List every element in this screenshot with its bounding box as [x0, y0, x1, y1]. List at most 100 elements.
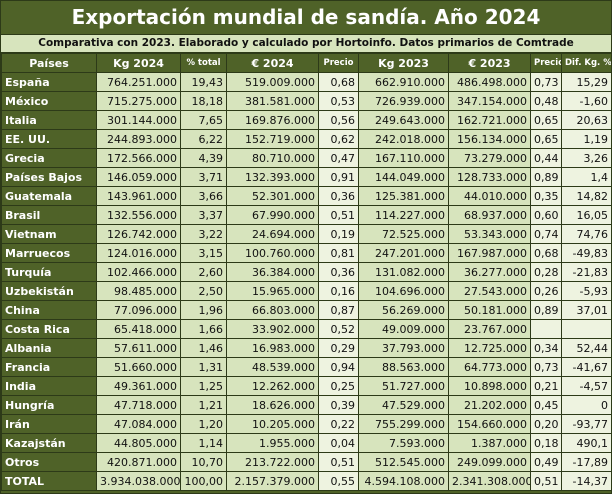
table-cell: 49.009.000	[358, 319, 449, 339]
table-cell: 67.990.000	[226, 205, 319, 225]
table-cell: 7.593.000	[358, 433, 449, 453]
column-header: Kg 2024	[96, 53, 181, 73]
table-cell: Italia	[1, 110, 97, 130]
table-cell: 1.955.000	[226, 433, 319, 453]
table-row: Guatemala 143.961.000 3,66 52.301.000 0,36 12…	[1, 186, 612, 206]
table-cell: 1,25	[180, 376, 227, 396]
table-cell: 56.269.000	[358, 300, 449, 320]
table-cell: 52,44	[561, 338, 612, 358]
table-cell: 2.157.379.000	[226, 471, 319, 491]
table-cell: 3,22	[180, 224, 227, 244]
table-cell: 3,26	[561, 148, 612, 168]
table-cell: 0,51	[530, 471, 562, 491]
table-cell: 0,56	[318, 110, 359, 130]
table-cell: 2,50	[180, 281, 227, 301]
table-cell: 23.767.000	[448, 319, 531, 339]
table-cell: 6,22	[180, 129, 227, 149]
table-cell: 0,89	[530, 300, 562, 320]
table-cell: 0,16	[318, 281, 359, 301]
table-row: Irán 47.084.000 1,20 10.205.000 0,22 755.299.…	[1, 414, 612, 434]
table-cell: 519.009.000	[226, 72, 319, 92]
table-cell: 486.498.000	[448, 72, 531, 92]
table-cell: -5,93	[561, 281, 612, 301]
table-cell: 1.387.000	[448, 433, 531, 453]
table-cell: 102.466.000	[96, 262, 181, 282]
table-cell: 244.893.000	[96, 129, 181, 149]
table-row: Francia 51.660.000 1,31 48.539.000 0,94 88.56…	[1, 357, 612, 377]
table-cell: 167.110.000	[358, 148, 449, 168]
table-cell: -4,57	[561, 376, 612, 396]
table-cell: 3,71	[180, 167, 227, 187]
column-header: Dif. Kg. %	[561, 53, 612, 73]
table-row: Uzbekistán 98.485.000 2,50 15.965.000 0,16 10…	[1, 281, 612, 301]
table-cell: 3,66	[180, 186, 227, 206]
table-cell: 381.581.000	[226, 91, 319, 111]
table-cell: 764.251.000	[96, 72, 181, 92]
table-cell: 0,73	[530, 357, 562, 377]
table-cell: 114.227.000	[358, 205, 449, 225]
table-cell: Irán	[1, 414, 97, 434]
column-header: Precio	[318, 53, 359, 73]
table-cell: 0,51	[318, 205, 359, 225]
table-cell: 490,1	[561, 433, 612, 453]
table-cell: 47.084.000	[96, 414, 181, 434]
table-row: Italia 301.144.000 7,65 169.876.000 0,56 249.…	[1, 110, 612, 130]
table-cell: 154.660.000	[448, 414, 531, 434]
table-cell: Países Bajos	[1, 167, 97, 187]
table-row: EE. UU. 244.893.000 6,22 152.719.000 0,62 242…	[1, 129, 612, 149]
table-cell: 68.937.000	[448, 205, 531, 225]
table-cell: 88.563.000	[358, 357, 449, 377]
table-row: Vietnam 126.742.000 3,22 24.694.000 0,19 72.5…	[1, 224, 612, 244]
column-header: € 2024	[226, 53, 319, 73]
table-cell: 51.660.000	[96, 357, 181, 377]
table-cell: 1,20	[180, 414, 227, 434]
table-cell: 12.262.000	[226, 376, 319, 396]
table-row: España 764.251.000 19,43 519.009.000 0,68 662…	[1, 72, 612, 92]
table-cell: -21,83	[561, 262, 612, 282]
table-row: Costa Rica 65.418.000 1,66 33.902.000 0,52 49…	[1, 319, 612, 339]
table-cell: EE. UU.	[1, 129, 97, 149]
empty-cell	[561, 319, 612, 339]
table-cell: 726.939.000	[358, 91, 449, 111]
table-cell: Vietnam	[1, 224, 97, 244]
table-cell: 132.556.000	[96, 205, 181, 225]
table-row: India 49.361.000 1,25 12.262.000 0,25 51.727.…	[1, 376, 612, 396]
table-cell: 0,74	[530, 224, 562, 244]
table-cell: 128.733.000	[448, 167, 531, 187]
table-cell: Kazajstán	[1, 433, 97, 453]
table-cell: 0,68	[530, 243, 562, 263]
table-cell: India	[1, 376, 97, 396]
table-cell: 146.059.000	[96, 167, 181, 187]
table-cell: -93,77	[561, 414, 612, 434]
table-cell: 50.181.000	[448, 300, 531, 320]
table-cell: 715.275.000	[96, 91, 181, 111]
table-cell: 12.725.000	[448, 338, 531, 358]
table-cell: Turquía	[1, 262, 97, 282]
table-cell: 4.594.108.000	[358, 471, 449, 491]
table-cell: Brasil	[1, 205, 97, 225]
table-cell: 301.144.000	[96, 110, 181, 130]
subtitle: Comparativa con 2023. Elaborado y calcul…	[1, 34, 611, 53]
table-row: Marruecos 124.016.000 3,15 100.760.000 0,81 2…	[1, 243, 612, 263]
table-cell: 15.965.000	[226, 281, 319, 301]
table-cell: 3,37	[180, 205, 227, 225]
table-cell: 1,21	[180, 395, 227, 415]
table-cell: 10,70	[180, 452, 227, 472]
table-cell: 1,46	[180, 338, 227, 358]
table-cell: 0,36	[318, 262, 359, 282]
table-cell: 44.805.000	[96, 433, 181, 453]
table-cell: 47.718.000	[96, 395, 181, 415]
table-cell: 144.049.000	[358, 167, 449, 187]
table-cell: 242.018.000	[358, 129, 449, 149]
table-row: Albania 57.611.000 1,46 16.983.000 0,29 37.79…	[1, 338, 612, 358]
table-cell: 169.876.000	[226, 110, 319, 130]
table-row: Turquía 102.466.000 2,60 36.384.000 0,36 131.…	[1, 262, 612, 282]
table-cell: 66.803.000	[226, 300, 319, 320]
table-row: Países Bajos 146.059.000 3,71 132.393.000 0,…	[1, 167, 612, 187]
table-cell: 44.010.000	[448, 186, 531, 206]
table-cell: Uzbekistán	[1, 281, 97, 301]
table-cell: Marruecos	[1, 243, 97, 263]
table-row: Hungría 47.718.000 1,21 18.626.000 0,39 47.52…	[1, 395, 612, 415]
table-cell: 36.384.000	[226, 262, 319, 282]
